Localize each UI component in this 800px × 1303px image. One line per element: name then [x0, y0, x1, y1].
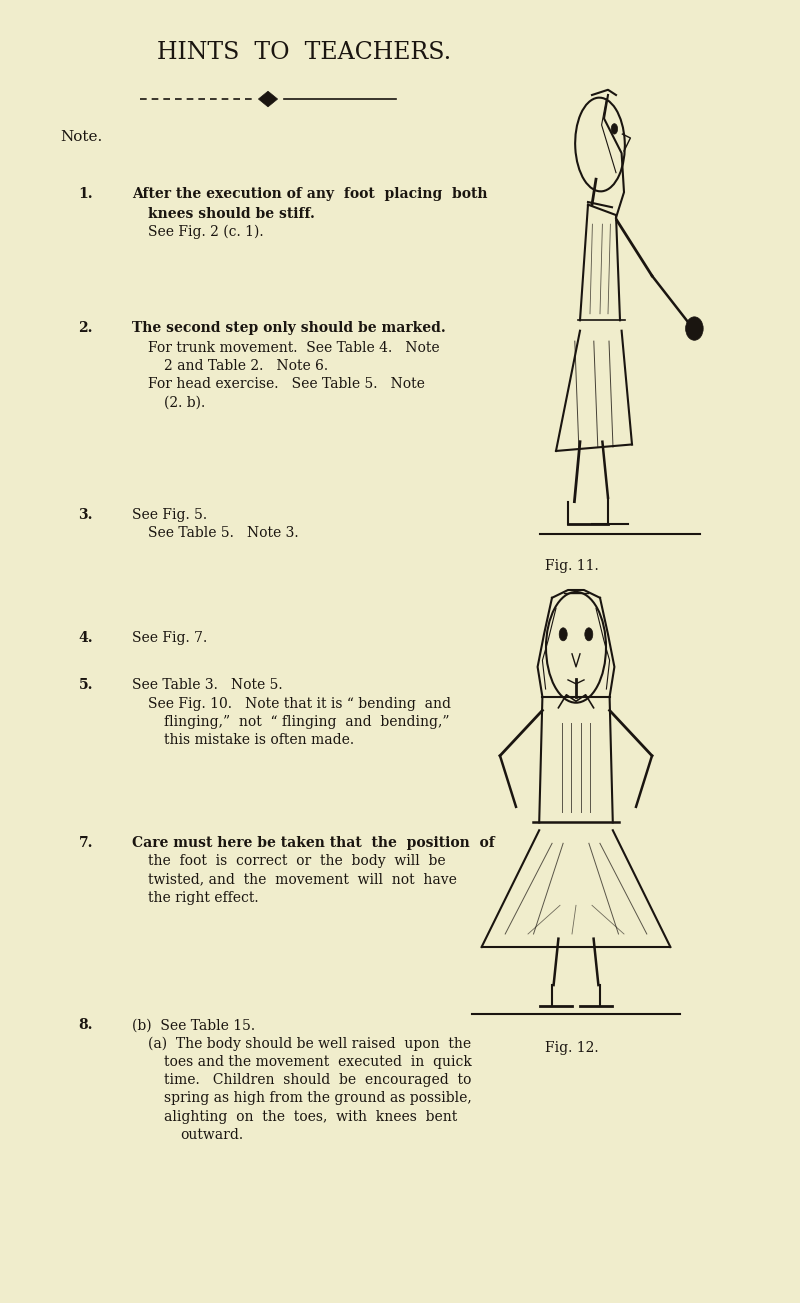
Circle shape — [611, 124, 618, 134]
Text: 1.: 1. — [78, 188, 93, 201]
Text: Fig. 12.: Fig. 12. — [545, 1041, 599, 1054]
Text: the right effect.: the right effect. — [148, 891, 258, 904]
Text: See Fig. 7.: See Fig. 7. — [132, 632, 207, 645]
Text: spring as high from the ground as possible,: spring as high from the ground as possib… — [164, 1092, 472, 1105]
Circle shape — [559, 628, 567, 641]
Text: 7.: 7. — [78, 837, 93, 850]
Text: See Table 3.   Note 5.: See Table 3. Note 5. — [132, 679, 282, 692]
Text: See Fig. 2 (c. 1).: See Fig. 2 (c. 1). — [148, 224, 264, 240]
Circle shape — [585, 628, 593, 641]
Text: time.   Children  should  be  encouraged  to: time. Children should be encouraged to — [164, 1074, 471, 1087]
Text: For head exercise.   See Table 5.   Note: For head exercise. See Table 5. Note — [148, 378, 425, 391]
Text: Fig. 11.: Fig. 11. — [545, 559, 599, 572]
Text: the  foot  is  correct  or  the  body  will  be: the foot is correct or the body will be — [148, 855, 446, 868]
Text: outward.: outward. — [180, 1128, 243, 1141]
Text: See Fig. 5.: See Fig. 5. — [132, 508, 207, 521]
Text: 2 and Table 2.   Note 6.: 2 and Table 2. Note 6. — [164, 360, 328, 373]
Text: 4.: 4. — [78, 632, 93, 645]
Text: 5.: 5. — [78, 679, 93, 692]
Text: knees should be stiff.: knees should be stiff. — [148, 207, 315, 220]
Text: this mistake is often made.: this mistake is often made. — [164, 734, 354, 747]
Text: (2. b).: (2. b). — [164, 396, 206, 409]
Text: 8.: 8. — [78, 1019, 93, 1032]
Text: (a)  The body should be well raised  upon  the: (a) The body should be well raised upon … — [148, 1036, 471, 1052]
Text: 3.: 3. — [78, 508, 93, 521]
Text: toes and the movement  executed  in  quick: toes and the movement executed in quick — [164, 1055, 472, 1068]
Text: See Table 5.   Note 3.: See Table 5. Note 3. — [148, 526, 298, 539]
Text: alighting  on  the  toes,  with  knees  bent: alighting on the toes, with knees bent — [164, 1110, 458, 1123]
Text: HINTS  TO  TEACHERS.: HINTS TO TEACHERS. — [157, 40, 451, 64]
Text: (b)  See Table 15.: (b) See Table 15. — [132, 1019, 255, 1032]
Text: The second step only should be marked.: The second step only should be marked. — [132, 322, 446, 335]
Text: Note.: Note. — [60, 130, 102, 143]
Text: Care must here be taken that  the  position  of: Care must here be taken that the positio… — [132, 837, 494, 850]
Text: twisted, and  the  movement  will  not  have: twisted, and the movement will not have — [148, 873, 457, 886]
Text: After the execution of any  foot  placing  both: After the execution of any foot placing … — [132, 188, 487, 201]
Polygon shape — [258, 91, 278, 107]
Text: See Fig. 10.   Note that it is “ bending  and: See Fig. 10. Note that it is “ bending a… — [148, 697, 451, 710]
Text: For trunk movement.  See Table 4.   Note: For trunk movement. See Table 4. Note — [148, 341, 440, 354]
Text: flinging,”  not  “ flinging  and  bending,”: flinging,” not “ flinging and bending,” — [164, 715, 450, 728]
Ellipse shape — [686, 317, 703, 340]
Text: 2.: 2. — [78, 322, 93, 335]
